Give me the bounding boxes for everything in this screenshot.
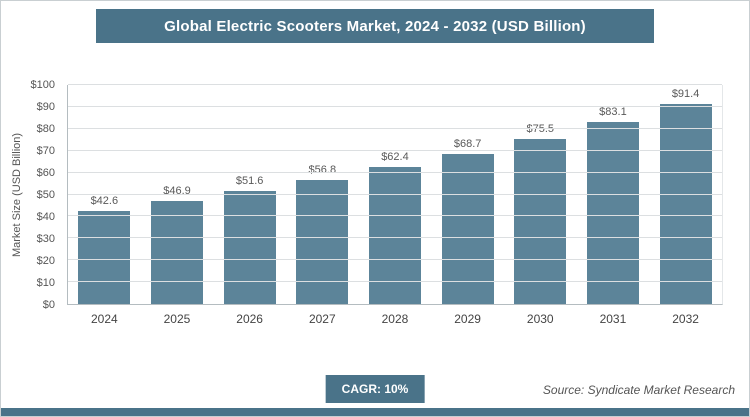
bar-group-2026: $51.6 2026 (223, 85, 276, 326)
bar (223, 191, 276, 304)
x-axis-label: 2031 (599, 312, 627, 326)
gridline (68, 215, 722, 217)
y-tick-label: $100 (30, 79, 55, 91)
chart-title: Global Electric Scooters Market, 2024 - … (164, 17, 586, 35)
gridline (68, 127, 722, 129)
bar (514, 138, 567, 304)
y-tick-label: $30 (36, 233, 55, 245)
cagr-badge: CAGR: 10% (325, 375, 425, 403)
bar-group-2024: $42.6 2024 (78, 85, 131, 326)
x-axis-label: 2029 (454, 312, 481, 326)
gridline (68, 281, 722, 283)
gridline (68, 193, 722, 195)
y-tick-label: $80 (36, 123, 55, 135)
bar-value-label: $56.8 (308, 163, 337, 176)
bar (296, 179, 349, 304)
plot-area: $42.6 2024 $46.9 2025 $51.6 2026 $56.8 2027 $62.… (67, 84, 723, 326)
gridline (68, 149, 722, 151)
y-tick-label: $20 (36, 255, 55, 267)
bar-value-label: $68.7 (453, 137, 482, 150)
gridline (68, 171, 722, 173)
bar-value-label: $91.4 (671, 87, 700, 100)
bar-group-2028: $62.4 2028 (368, 85, 421, 326)
x-axis-label: 2030 (526, 312, 554, 326)
gridline (68, 237, 722, 239)
y-axis-tick-labels: $0 $10 $20 $30 $40 $50 $60 $70 $80 $90 $100 (13, 79, 63, 311)
chart-title-banner: Global Electric Scooters Market, 2024 - … (96, 9, 654, 43)
bar (441, 153, 494, 304)
x-axis-label: 2027 (308, 312, 336, 326)
bar-value-label: $62.4 (381, 151, 409, 164)
bar (586, 122, 639, 304)
x-axis-label: 2032 (672, 312, 699, 326)
x-axis-label: 2026 (236, 312, 263, 326)
bar-value-label: $83.1 (599, 106, 627, 119)
gridline (68, 259, 722, 261)
bar-group-2029: $68.7 2029 (441, 85, 494, 326)
y-tick-label: $10 (36, 277, 55, 289)
bar-group-2027: $56.8 2027 (296, 85, 349, 326)
bar (659, 103, 712, 304)
bar-series: $42.6 2024 $46.9 2025 $51.6 2026 $56.8 2027 $62.… (68, 85, 722, 326)
x-axis-label: 2024 (90, 312, 118, 326)
source-text: Source: Syndicate Market Research (542, 383, 735, 397)
bar (78, 210, 131, 304)
bar (368, 167, 421, 304)
y-tick-label: $40 (36, 211, 55, 223)
bar-value-label: $51.6 (235, 175, 264, 187)
y-tick-label: $60 (36, 167, 55, 179)
bar-value-label: $46.9 (163, 185, 191, 198)
x-axis-label: 2028 (381, 312, 409, 326)
y-tick-label: $90 (36, 101, 55, 113)
x-axis-label: 2025 (163, 312, 191, 326)
y-tick-label: $50 (36, 189, 55, 201)
bar (150, 201, 203, 304)
y-tick-label: $70 (36, 145, 55, 157)
gridline (68, 84, 722, 85)
bar-group-2030: $75.52030 (514, 85, 567, 326)
gridline (68, 105, 722, 107)
bar-value-label: $42.6 (90, 194, 119, 207)
bottom-accent-strip (1, 408, 749, 416)
y-tick-label: $0 (42, 299, 55, 311)
bar-group-2032: $91.4 2032 (659, 85, 712, 326)
bar-group-2031: $83.1 2031 (586, 85, 639, 326)
bar-group-2025: $46.9 2025 (150, 85, 203, 326)
